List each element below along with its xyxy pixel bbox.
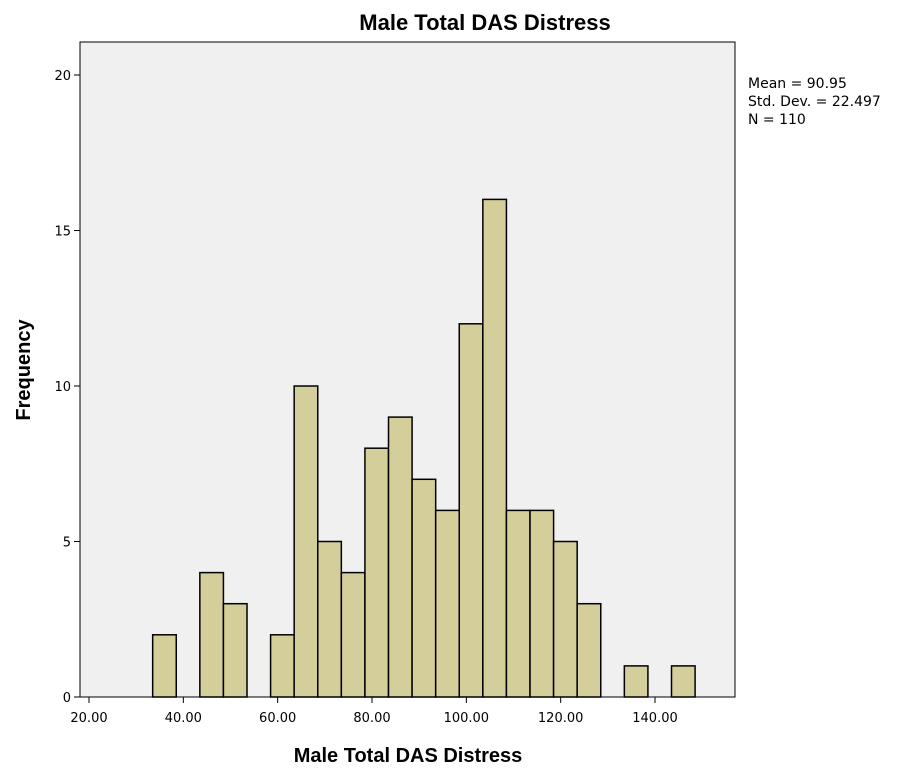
histogram-bar [672, 666, 696, 697]
x-tick-label: 80.00 [353, 711, 390, 726]
stat-n: N = 110 [748, 112, 806, 128]
y-tick-label: 10 [54, 380, 71, 395]
y-axis-label: Frequency [13, 319, 35, 421]
x-axis-ticks: 20.00 40.00 60.00 80.00 100.00 120.00 140.00 [70, 697, 677, 726]
x-tick-label: 120.00 [538, 711, 584, 726]
histogram-bar [294, 386, 318, 697]
histogram-bar [436, 510, 460, 697]
x-tick-label: 60.00 [259, 711, 296, 726]
y-tick-label: 20 [54, 69, 71, 84]
histogram-bar [554, 542, 578, 698]
histogram-bar [318, 542, 342, 698]
histogram-bar [153, 635, 177, 697]
chart-title: Male Total DAS Distress [359, 10, 610, 35]
histogram-bar [530, 510, 554, 697]
stat-mean: Mean = 90.95 [748, 76, 847, 92]
histogram-bar [200, 573, 224, 697]
x-tick-label: 100.00 [444, 711, 490, 726]
histogram-bar [624, 666, 648, 697]
x-tick-label: 140.00 [632, 711, 678, 726]
histogram-bar [483, 199, 507, 697]
y-tick-label: 0 [63, 691, 71, 706]
histogram-bar [412, 479, 436, 697]
histogram-bar [506, 510, 530, 697]
histogram-bar [271, 635, 295, 697]
x-tick-label: 20.00 [70, 711, 107, 726]
y-tick-label: 5 [63, 536, 71, 551]
histogram-bar [365, 448, 389, 697]
histogram-bar [459, 324, 483, 697]
histogram-bar [341, 573, 365, 697]
histogram-bar [389, 417, 413, 697]
y-tick-label: 15 [54, 225, 71, 240]
x-tick-label: 40.00 [165, 711, 202, 726]
y-axis-ticks: 0 5 10 15 20 [54, 69, 80, 706]
histogram-bar [223, 604, 247, 697]
stat-std-dev: Std. Dev. = 22.497 [748, 94, 881, 110]
x-axis-label: Male Total DAS Distress [294, 745, 523, 767]
histogram-bar [577, 604, 601, 697]
